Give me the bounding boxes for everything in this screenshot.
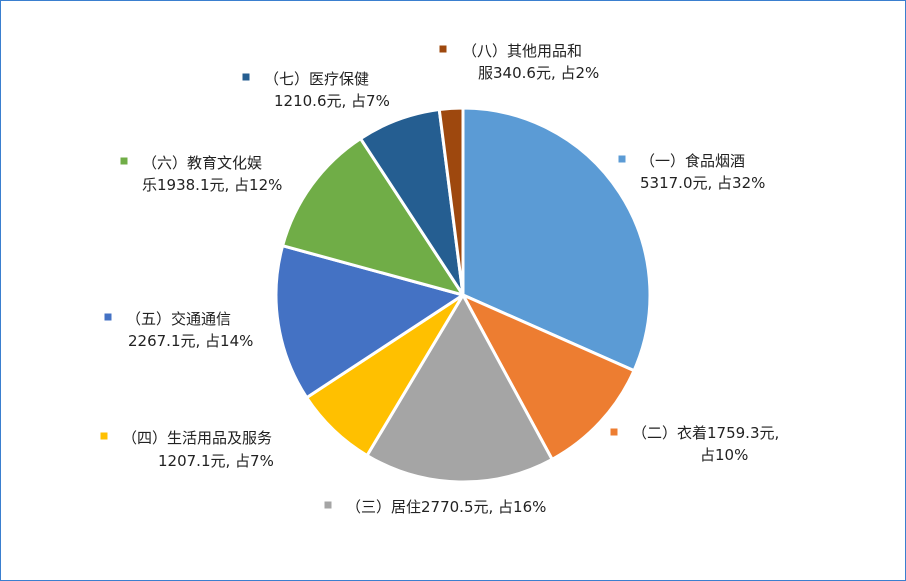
slice-label-1-line-2: 5317.0元, 占32% (640, 174, 765, 192)
legend-marker-5 (104, 313, 112, 321)
slice-label-6-line-2: 乐1938.1元, 占12% (142, 176, 282, 194)
slice-label-6-line-1: （六）教育文化娱 (142, 154, 262, 172)
slice-label-8-line-2: 服340.6元, 占2% (478, 64, 599, 82)
slice-label-5-line-1: （五）交通通信 (126, 310, 231, 328)
legend-marker-4 (100, 432, 108, 440)
legend-marker-1 (618, 155, 626, 163)
slice-label-4-line-1: （四）生活用品及服务 (122, 429, 272, 447)
pie-labels: （一）食品烟酒 5317.0元, 占32% （二）衣着1759.3元, 占10% （三）… (100, 42, 779, 516)
slice-label-4-line-2: 1207.1元, 占7% (158, 452, 274, 470)
slice-label-1-line-1: （一）食品烟酒 (640, 152, 745, 170)
slice-label-7-line-2: 1210.6元, 占7% (274, 92, 390, 110)
pie-slice-8 (437, 106, 465, 297)
legend-marker-8 (439, 45, 447, 53)
pie-slice-2 (461, 293, 636, 461)
legend-marker-7 (242, 73, 250, 81)
legend-marker-3 (324, 501, 332, 509)
slice-label-3-line-1: （三）居住2770.5元, 占16% (346, 498, 546, 516)
pie-slices (274, 106, 652, 484)
slice-label-2-line-2: 占10% (700, 446, 748, 464)
slice-label-5-line-2: 2267.1元, 占14% (128, 332, 253, 350)
slice-label-8-line-1: （八）其他用品和 (462, 42, 582, 60)
slice-label-2-line-1: （二）衣着1759.3元, (632, 424, 779, 442)
pie-slice-1 (461, 106, 652, 373)
legend-marker-2 (610, 428, 618, 436)
pie-slice-6 (281, 137, 465, 297)
slice-label-7-line-1: （七）医疗保健 (264, 70, 369, 88)
pie-slice-3 (365, 293, 554, 484)
legend-marker-6 (120, 157, 128, 165)
